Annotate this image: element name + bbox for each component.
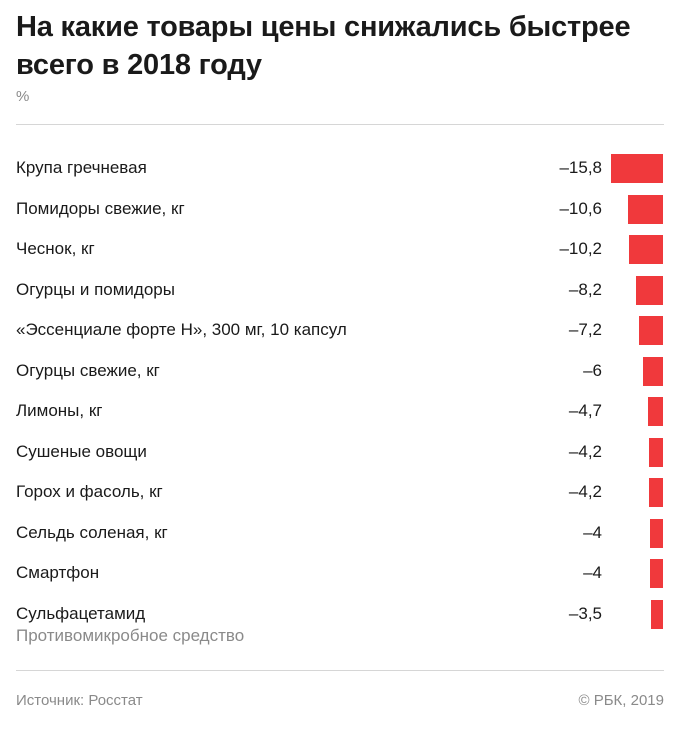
category-label: «Эссенциале форте Н», 300 мг, 10 капсул <box>16 320 347 339</box>
value-label: –8,2 <box>568 279 602 299</box>
bar <box>643 356 663 386</box>
bar-row: «Эссенциале форте Н», 300 мг, 10 капсул –… <box>0 310 680 350</box>
category-label: Горох и фасоль, кг <box>16 482 163 501</box>
value-label: –7,2 <box>568 320 602 339</box>
bar <box>649 437 663 467</box>
bar <box>650 559 663 588</box>
category-label: Огурцы свежие, кг <box>16 360 160 380</box>
bar-row: Сушеные овощи –4,2 <box>0 432 680 472</box>
chart-title: На какие товары цены снижались быстрее в… <box>16 11 631 81</box>
bar-row: Помидоры свежие, кг –10,6 <box>0 189 680 229</box>
unit-label: % <box>16 88 30 105</box>
bar <box>611 154 663 183</box>
bar-row: Сульфацетамид Противомикробное средство –3… <box>0 594 680 645</box>
category-label: Сульфацетамид <box>16 603 146 623</box>
value-label: –15,8 <box>559 158 602 177</box>
value-label: –4,2 <box>568 441 602 461</box>
bar-row: Крупа гречневая –15,8 <box>0 148 680 188</box>
bar-row: Лимоны, кг –4,7 <box>0 391 680 431</box>
category-label: Крупа гречневая <box>16 158 147 177</box>
bar-row: Горох и фасоль, кг –4,2 <box>0 472 680 512</box>
category-label: Сушеные овощи <box>16 441 147 461</box>
bar <box>648 397 663 426</box>
bar <box>628 194 663 224</box>
bottom-divider <box>16 670 664 671</box>
value-label: –6 <box>583 360 602 380</box>
value-label: –4 <box>583 522 602 542</box>
value-label: –10,6 <box>559 198 602 218</box>
bar-row: Огурцы свежие, кг –6 <box>0 351 680 391</box>
category-label: Лимоны, кг <box>16 401 103 420</box>
category-label: Смартфон <box>16 563 100 582</box>
source-label: Источник: Росстат <box>16 692 143 709</box>
category-label: Чеснок, кг <box>16 239 95 258</box>
bar <box>651 599 663 629</box>
bar-row: Чеснок, кг –10,2 <box>0 229 680 269</box>
value-label: –4,2 <box>568 482 602 501</box>
value-label: –3,5 <box>568 603 602 623</box>
value-label: –10,2 <box>559 239 602 258</box>
value-label: –4 <box>583 563 602 582</box>
category-label: Огурцы и помидоры <box>16 279 175 299</box>
top-divider <box>16 124 664 125</box>
bar <box>636 275 663 305</box>
category-sublabel: Противомикробное средство <box>16 625 245 645</box>
bar-row: Сельдь соленая, кг –4 <box>0 513 680 553</box>
copyright-label: © РБК, 2019 <box>578 692 664 709</box>
bar <box>650 518 663 548</box>
bar <box>649 478 663 507</box>
bar-row: Смартфон –4 <box>0 553 680 593</box>
bar <box>629 235 663 264</box>
value-label: –4,7 <box>568 401 602 420</box>
bar-row: Огурцы и помидоры –8,2 <box>0 270 680 310</box>
category-label: Сельдь соленая, кг <box>16 522 168 542</box>
bar <box>639 316 663 345</box>
category-label: Помидоры свежие, кг <box>16 198 185 218</box>
